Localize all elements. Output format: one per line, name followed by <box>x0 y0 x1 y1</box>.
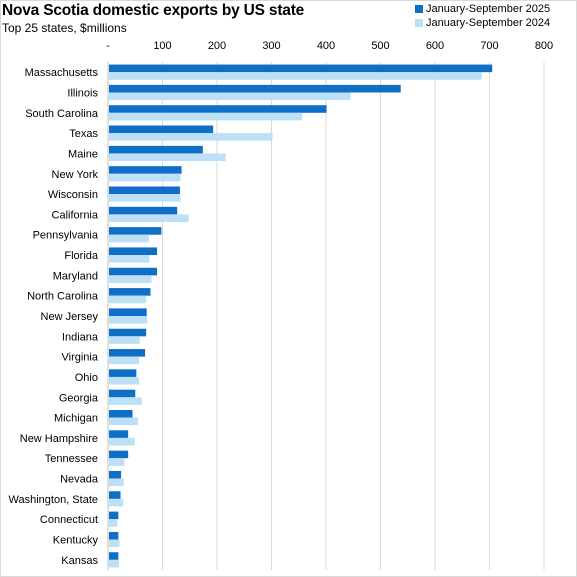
bar-2024 <box>109 478 124 487</box>
bar-2025 <box>109 470 122 479</box>
bar-2025 <box>109 552 119 560</box>
category-label: Kansas <box>61 555 98 567</box>
bar-2024 <box>109 173 181 182</box>
legend-label-2025: January-September 2025 <box>426 3 551 15</box>
bar-2025 <box>109 288 151 296</box>
bar-2024 <box>109 356 140 365</box>
category-label: Tennessee <box>45 453 98 465</box>
bar-2024 <box>109 376 140 385</box>
bar-2025 <box>109 389 136 398</box>
bar-2024 <box>109 72 482 80</box>
legend-item-2025: January-September 2025 <box>415 2 550 16</box>
bar-2024 <box>109 214 189 222</box>
legend-item-2024: January-September 2024 <box>415 16 550 30</box>
category-label: Massachusetts <box>25 67 99 79</box>
bar-2024 <box>109 336 140 344</box>
category-label: Virginia <box>62 352 99 364</box>
bar-2025 <box>109 64 493 73</box>
bar-2025 <box>109 145 203 154</box>
bar-2024 <box>109 417 138 426</box>
bar-2024 <box>109 153 226 162</box>
bar-2024 <box>109 275 152 283</box>
bar-2024 <box>109 519 118 527</box>
bar-2024 <box>109 559 119 568</box>
bar-2024 <box>109 133 273 141</box>
bar-2025 <box>109 450 129 459</box>
category-label: Maryland <box>53 270 98 282</box>
legend-swatch-2024 <box>415 19 423 27</box>
category-label: Illinois <box>67 87 98 99</box>
category-label: Washington, State <box>9 494 98 506</box>
bar-2025 <box>109 166 182 174</box>
x-tick-label: 600 <box>426 40 444 52</box>
chart-title: Nova Scotia domestic exports by US state <box>2 2 305 19</box>
bar-2025 <box>109 349 146 357</box>
x-tick-label: - <box>106 40 110 52</box>
bar-2024 <box>109 255 150 263</box>
bar-2024 <box>109 458 125 466</box>
category-label: Maine <box>68 148 98 160</box>
category-label: Kentucky <box>53 535 99 547</box>
bar-2024 <box>109 397 142 405</box>
bar-2025 <box>109 125 214 134</box>
bar-2025 <box>109 511 119 520</box>
bar-2025 <box>109 430 129 438</box>
bar-2024 <box>109 437 135 446</box>
bar-2025 <box>109 186 180 195</box>
category-label: South Carolina <box>25 108 99 120</box>
bar-2025 <box>109 308 147 316</box>
bar-2025 <box>109 105 327 113</box>
bar-2025 <box>109 369 137 377</box>
x-tick-label: 800 <box>535 40 553 52</box>
legend-swatch-2025 <box>415 5 423 13</box>
category-label: Ohio <box>75 372 98 384</box>
bar-2024 <box>109 316 148 324</box>
category-label: Michigan <box>54 413 98 425</box>
bar-2025 <box>109 206 178 215</box>
category-label: Pennsylvania <box>33 230 99 242</box>
bar-2024 <box>109 498 124 507</box>
legend-label-2024: January-September 2024 <box>426 17 551 29</box>
bar-2025 <box>109 328 147 337</box>
category-label: New York <box>52 169 99 181</box>
bar-2025 <box>109 84 401 93</box>
category-label: New Jersey <box>41 311 99 323</box>
category-label: New Hampshire <box>20 433 98 445</box>
x-tick-label: 100 <box>153 40 171 52</box>
category-label: Nevada <box>60 474 99 486</box>
bar-2024 <box>109 234 149 243</box>
bar-2024 <box>109 194 181 202</box>
bar-2025 <box>109 410 133 418</box>
bar-2025 <box>109 491 121 499</box>
category-label: California <box>52 209 99 221</box>
bar-2024 <box>109 112 303 121</box>
category-label: Indiana <box>62 331 99 343</box>
x-tick-label: 400 <box>317 40 335 52</box>
category-label: North Carolina <box>27 291 99 303</box>
x-tick-label: 200 <box>208 40 226 52</box>
x-tick-label: 300 <box>262 40 280 52</box>
category-label: Connecticut <box>40 514 98 526</box>
x-tick-label: 700 <box>480 40 498 52</box>
category-label: Texas <box>69 128 98 140</box>
legend: January-September 2025 January-September… <box>415 2 550 30</box>
bar-2025 <box>109 267 158 276</box>
bar-2025 <box>109 531 119 540</box>
bar-2025 <box>109 247 158 256</box>
chart-subtitle: Top 25 states, $millions <box>2 21 127 35</box>
bar-2025 <box>109 227 162 235</box>
bar-2024 <box>109 92 351 101</box>
x-tick-label: 500 <box>371 40 389 52</box>
bar-2024 <box>109 295 147 304</box>
bar-2024 <box>109 539 120 548</box>
category-label: Florida <box>64 250 99 262</box>
category-label: Georgia <box>59 392 99 404</box>
category-label: Wisconsin <box>48 189 98 201</box>
